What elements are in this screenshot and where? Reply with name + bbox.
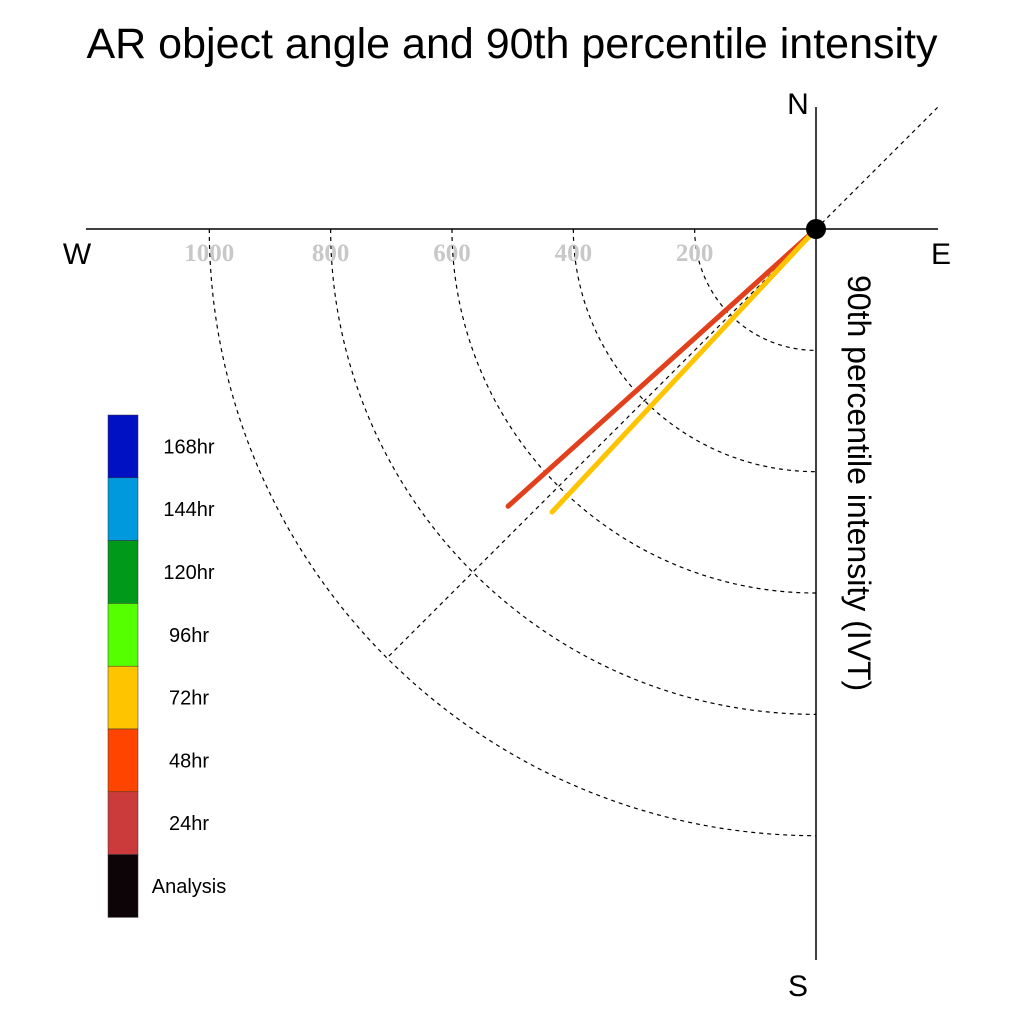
ring-tick-label: 1000 xyxy=(184,240,234,267)
legend-label: 96hr xyxy=(169,625,209,647)
ring-tick-label: 600 xyxy=(433,240,471,267)
legend-swatch xyxy=(107,540,139,604)
intensity-axis-title: 90th percentile intensity (IVT) xyxy=(841,275,877,691)
legend-label: 72hr xyxy=(169,688,209,710)
compass-south: S xyxy=(788,970,808,1003)
vector-72hr xyxy=(549,226,819,515)
compass-north: N xyxy=(787,88,809,121)
legend-label: 48hr xyxy=(169,750,209,772)
legend-swatch xyxy=(107,728,139,793)
legend-label: 144hr xyxy=(163,499,214,521)
forecast-vectors xyxy=(505,226,819,515)
legend-swatch xyxy=(107,414,139,479)
legend-label: 120hr xyxy=(163,562,214,584)
angle-guide-line xyxy=(386,228,817,659)
legend-label: Analysis xyxy=(152,876,226,898)
legend-label: 168hr xyxy=(163,436,214,458)
legend-swatch xyxy=(107,477,139,541)
lead-time-legend: 168hr 144hr 120hr 96hr 72hr 48hr 24hr Analysis xyxy=(107,414,226,918)
legend-swatch xyxy=(107,665,139,730)
legend-swatch xyxy=(107,603,139,667)
compass-axes xyxy=(86,107,938,960)
compass-west: W xyxy=(63,238,92,271)
chart-title: AR object angle and 90th percentile inte… xyxy=(87,20,938,68)
vector-48hr xyxy=(505,226,819,509)
intensity-rings xyxy=(208,228,817,837)
intensity-ring xyxy=(330,228,817,715)
ring-tick-labels: 200 400 600 800 1000 xyxy=(184,240,713,267)
ring-tick-label: 800 xyxy=(312,240,350,267)
compass-east: E xyxy=(931,238,951,271)
legend-label: 24hr xyxy=(169,813,209,835)
origin-marker xyxy=(806,219,826,239)
intensity-ring xyxy=(694,228,817,351)
ring-tick-label: 200 xyxy=(676,240,714,267)
ring-tick-label: 400 xyxy=(555,240,593,267)
legend-swatch xyxy=(107,791,139,855)
angle-guide-line-extension xyxy=(815,104,941,230)
legend-swatch xyxy=(107,854,139,918)
intensity-ring xyxy=(208,228,817,837)
